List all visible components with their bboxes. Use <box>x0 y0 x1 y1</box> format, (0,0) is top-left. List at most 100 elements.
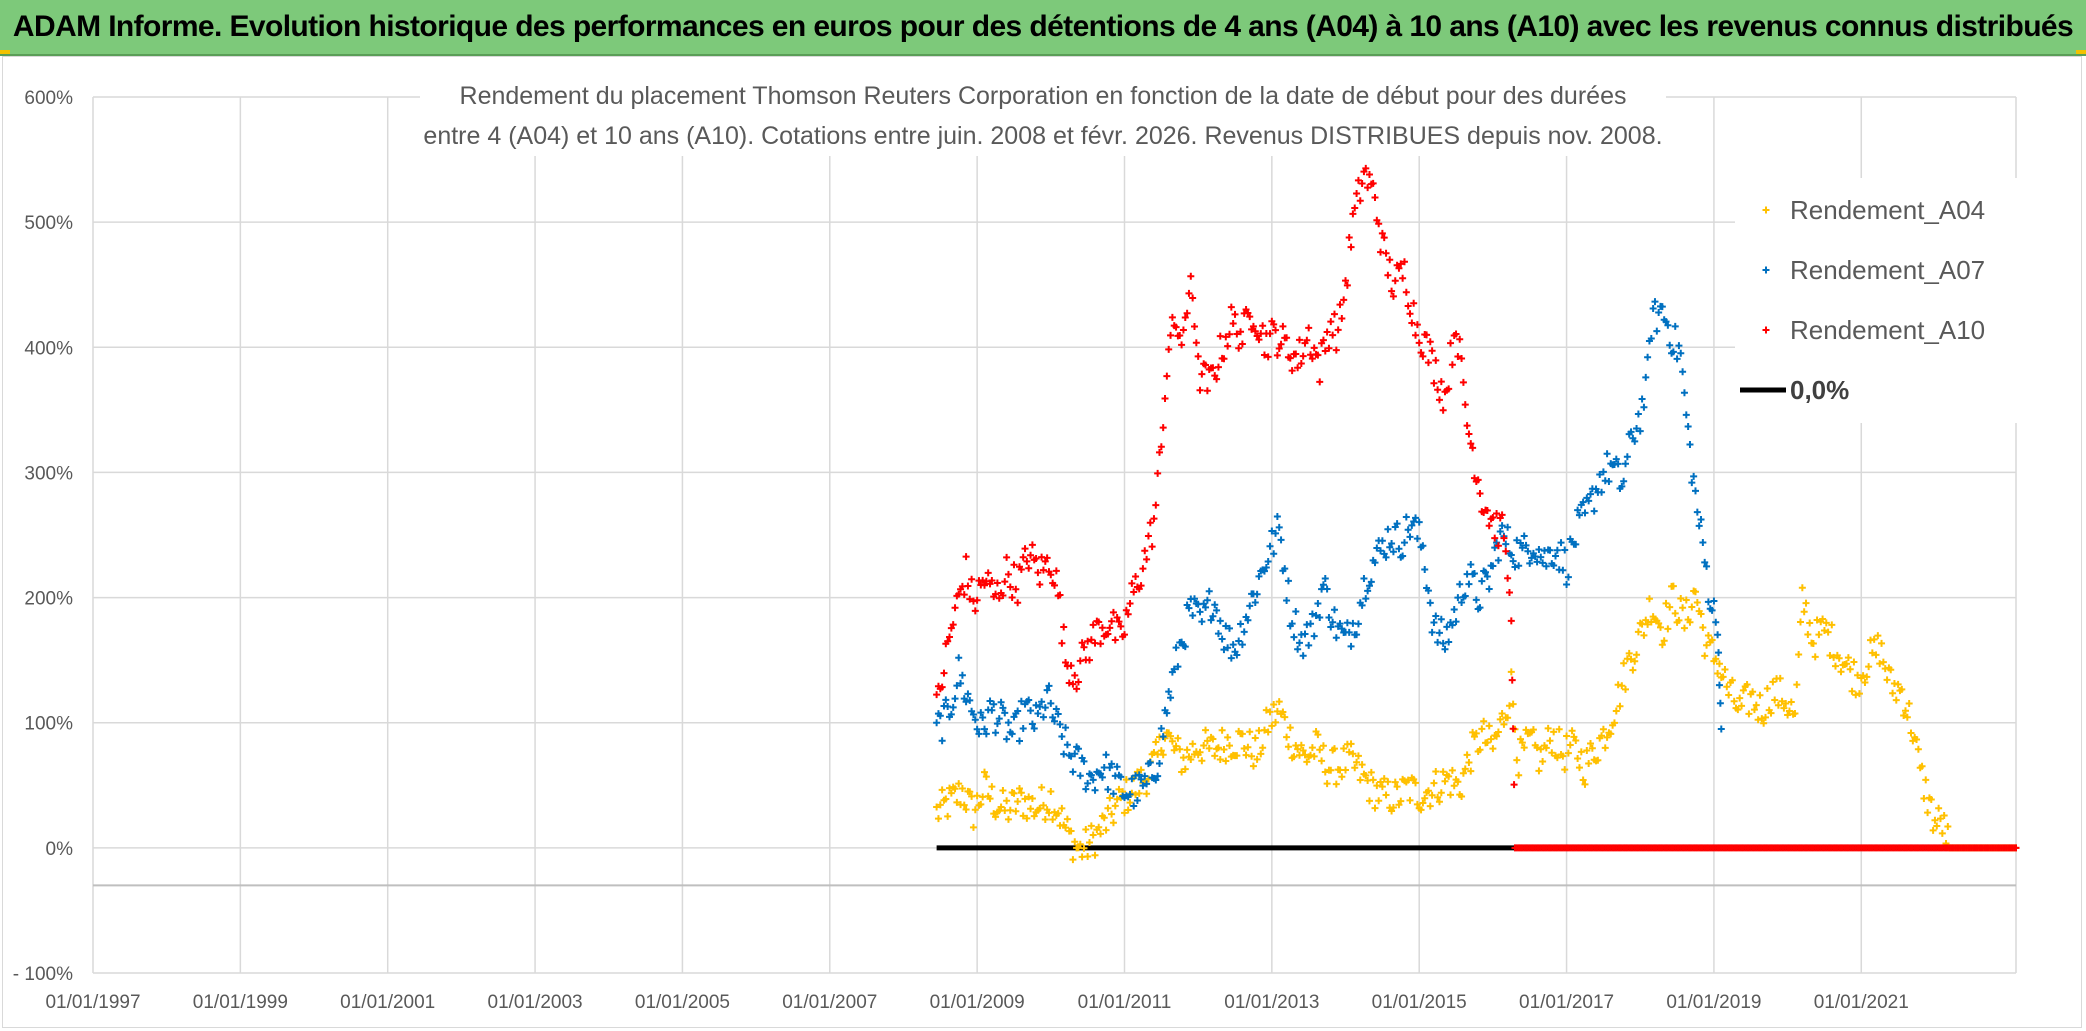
rendement-a07-point <box>938 737 946 745</box>
rendement-a04-point <box>981 768 989 776</box>
rendement-a07-point <box>1550 562 1558 570</box>
rendement-a10-point <box>1027 551 1035 559</box>
rendement-a07-point <box>1027 707 1035 715</box>
rendement-a04-point <box>1097 830 1105 838</box>
rendement-a04-point <box>1303 758 1311 766</box>
rendement-a07-point <box>947 710 955 718</box>
rendement-a07-point <box>1452 618 1460 626</box>
rendement-a07-point <box>1483 572 1491 580</box>
rendement-a10-point <box>1109 608 1117 616</box>
rendement-a04-point <box>1714 670 1722 678</box>
rendement-a07-point <box>1482 568 1490 576</box>
rendement-a10-point <box>1272 326 1280 334</box>
rendement-a07-point <box>1190 595 1198 603</box>
rendement-a10-point <box>1371 194 1379 202</box>
rendement-a10-point <box>1148 543 1156 551</box>
rendement-a10-point <box>1375 220 1383 228</box>
rendement-a07-point <box>1701 558 1709 566</box>
rendement-a07-point <box>1564 573 1572 581</box>
rendement-a07-point <box>1415 518 1423 526</box>
rendement-a04-point <box>1080 844 1088 852</box>
rendement-a07-point <box>1662 318 1670 326</box>
rendement-a04-point <box>1734 706 1742 714</box>
rendement-a04-point <box>942 795 950 803</box>
rendement-a04-point <box>1581 780 1589 788</box>
rendement-a10-point <box>1194 352 1202 360</box>
rendement-a04-point <box>1062 824 1070 832</box>
rendement-a10-point <box>2012 844 2020 852</box>
rendement-a07-point <box>1246 602 1254 610</box>
rendement-a04-point <box>1500 720 1508 728</box>
rendement-a07-point <box>1679 368 1687 376</box>
rendement-a10-point <box>1225 330 1233 338</box>
rendement-a10-point <box>1141 547 1149 555</box>
rendement-a04-point <box>1815 631 1823 639</box>
rendement-a07-point <box>1087 771 1095 779</box>
rendement-a04-point <box>1852 691 1860 699</box>
rendement-a04-point <box>1537 745 1545 753</box>
x-tick-label: 01/01/2017 <box>1519 992 1614 1013</box>
rendement-a04-point <box>936 801 944 809</box>
rendement-a04-point <box>1027 805 1035 813</box>
rendement-a07-point <box>1378 537 1386 545</box>
rendement-a10-point <box>1406 310 1414 318</box>
rendement-a04-point <box>1356 776 1364 784</box>
rendement-a04-point <box>1264 728 1272 736</box>
rendement-a04-point <box>1883 676 1891 684</box>
rendement-a10-point <box>1399 274 1407 282</box>
rendement-a07-point <box>1472 596 1480 604</box>
rendement-a07-point <box>1143 780 1151 788</box>
rendement-a07-point <box>1412 514 1420 522</box>
rendement-a04-point <box>1697 610 1705 618</box>
rendement-a07-point <box>1071 750 1079 758</box>
rendement-a04-point <box>1721 666 1729 674</box>
chart-legend: Rendement_A04 Rendement_A07 Rendement_A10 0… <box>1735 178 2025 423</box>
rendement-a04-point <box>1100 814 1108 822</box>
rendement-a04-point <box>1793 681 1801 689</box>
rendement-a04-point <box>1489 745 1497 753</box>
rendement-a10-point <box>1279 322 1287 330</box>
rendement-a07-point <box>975 730 983 738</box>
rendement-a04-point <box>1914 745 1922 753</box>
rendement-a04-point <box>1340 744 1348 752</box>
rendement-a04-point <box>1664 625 1672 633</box>
rendement-a04-point <box>1172 742 1180 750</box>
rendement-a04-point <box>1238 730 1246 738</box>
rendement-a10-point <box>1126 599 1134 607</box>
rendement-a10-point <box>1430 379 1438 387</box>
rendement-a10-point <box>1286 354 1294 362</box>
rendement-a07-point <box>999 704 1007 712</box>
rendement-a10-point <box>999 592 1007 600</box>
rendement-a07-point <box>1651 298 1659 306</box>
rendement-a04-point <box>1412 779 1420 787</box>
rendement-a04-point <box>1406 796 1414 804</box>
rendement-a07-point <box>1237 620 1245 628</box>
rendement-a04-point <box>1214 744 1222 752</box>
rendement-a10-point <box>1214 363 1222 371</box>
rendement-a10-point <box>1161 395 1169 403</box>
rendement-a07-point <box>1063 741 1071 749</box>
rendement-a04-point <box>1496 715 1504 723</box>
rendement-a10-point <box>995 594 1003 602</box>
rendement-a07-point <box>1312 611 1320 619</box>
rendement-a07-point <box>1712 618 1720 626</box>
rendement-a10-point <box>1010 561 1018 569</box>
rendement-a07-point <box>1710 597 1718 605</box>
rendement-a07-point <box>1553 546 1561 554</box>
rendement-a04-point <box>1435 798 1443 806</box>
rendement-a04-point <box>1616 702 1624 710</box>
rendement-a04-point <box>1739 686 1747 694</box>
rendement-a04-point <box>1485 722 1493 730</box>
rendement-a07-point <box>1716 699 1724 707</box>
rendement-a10-point <box>1150 515 1158 523</box>
rendement-a04-point <box>1294 745 1302 753</box>
rendement-a10-point <box>1452 330 1460 338</box>
rendement-a04-point <box>986 795 994 803</box>
rendement-a07-point <box>1581 509 1589 517</box>
y-tick-label: 500% <box>24 213 73 234</box>
rendement-a04-point <box>1876 660 1884 668</box>
rendement-a10-point <box>1378 229 1386 237</box>
rendement-a04-point <box>1494 728 1502 736</box>
rendement-a10-point <box>1437 378 1445 386</box>
rendement-a04-point <box>1395 801 1403 809</box>
